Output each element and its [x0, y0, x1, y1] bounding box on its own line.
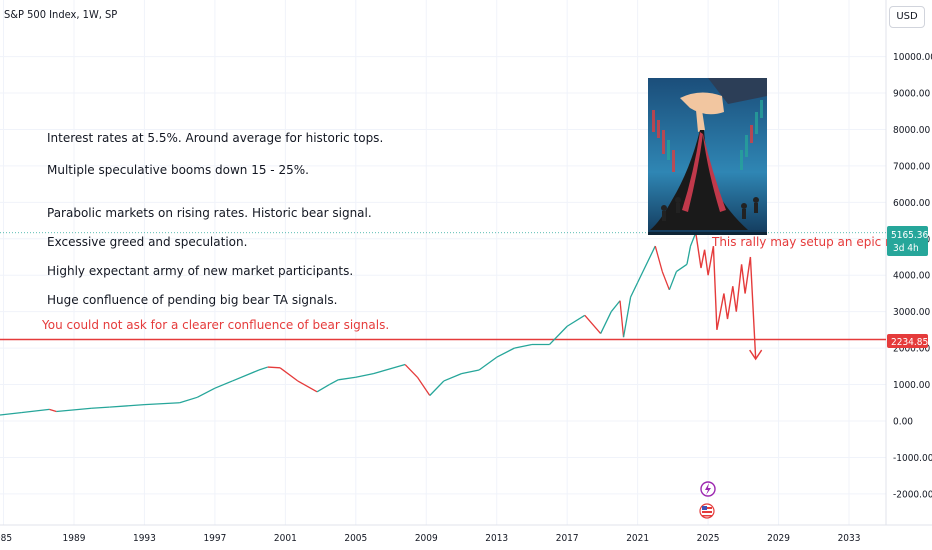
- price-series: [0, 232, 757, 416]
- currency-button[interactable]: USD: [889, 6, 925, 28]
- price-segment: [676, 263, 688, 273]
- price-segment: [514, 343, 533, 349]
- price-segment: [630, 282, 639, 298]
- price-segment: [416, 376, 431, 396]
- price-tick-label: 9000.00: [893, 89, 930, 100]
- price-segment: [355, 372, 374, 378]
- price-segment: [267, 366, 281, 369]
- price-segment: [91, 406, 110, 409]
- price-segment: [21, 408, 50, 414]
- price-segment: [686, 245, 692, 265]
- price-tick-label: 8000.00: [893, 125, 930, 136]
- price-segment: [214, 380, 233, 389]
- price-tick-label: 6000.00: [893, 198, 930, 209]
- price-segment: [689, 232, 697, 247]
- rally-note: This rally may setup an epic rug p: [711, 235, 917, 249]
- price-segment: [196, 387, 216, 398]
- price-tick-label: 10000.00: [893, 52, 932, 63]
- price-segment: [279, 367, 299, 382]
- price-tick-label: 1000.00: [893, 380, 930, 391]
- price-tick-label: 4000.00: [893, 271, 930, 282]
- time-tick-label: 2005: [344, 533, 367, 544]
- note-conclusion: You could not ask for a clearer confluen…: [41, 318, 389, 332]
- price-tick-label: -2000.00: [893, 489, 932, 500]
- price-segment: [637, 245, 656, 283]
- bear-case-notes[interactable]: Interest rates at 5.5%. Around average f…: [41, 131, 389, 332]
- price-segment: [49, 408, 57, 413]
- price-segment: [329, 379, 339, 386]
- price-tick-label: 2000.00: [893, 344, 930, 355]
- note-interest-rates: Interest rates at 5.5%. Around average f…: [47, 131, 383, 145]
- time-tick-label: 1993: [133, 533, 156, 544]
- price-segment: [654, 245, 663, 272]
- price-segment: [461, 369, 480, 375]
- price-segment: [600, 311, 612, 334]
- price-segment: [429, 380, 445, 396]
- support-price-label: 2234.85: [891, 337, 928, 348]
- price-segment: [316, 384, 330, 393]
- price-segment: [496, 347, 515, 358]
- time-tick-label: 2021: [626, 533, 649, 544]
- price-segment: [478, 356, 498, 371]
- price-tick-label: 3000.00: [893, 307, 930, 318]
- time-tick-label: 2025: [697, 533, 720, 544]
- price-segment: [661, 271, 670, 291]
- price-segment: [373, 363, 406, 375]
- price-segment: [404, 364, 418, 378]
- note-speculative-booms: Multiple speculative booms down 15 - 25%…: [47, 163, 309, 177]
- price-segment: [144, 402, 180, 406]
- price-segment: [258, 366, 268, 371]
- support-price-badge: 2234.85: [887, 334, 928, 348]
- time-tick-label: 2001: [274, 533, 297, 544]
- price-tick-label: -1000.00: [893, 453, 932, 464]
- price-tick-label: 7000.00: [893, 161, 930, 172]
- time-tick-label: 2033: [838, 533, 861, 544]
- last-price-label: 5165.36: [891, 230, 928, 241]
- price-segment: [443, 373, 462, 382]
- time-axis[interactable]: 985 1989 1993 1997 2001 2005 2009 2013 2017 2021 2…: [0, 533, 860, 544]
- note-excessive-greed: Excessive greed and speculation.: [47, 235, 247, 249]
- time-tick-label: 2029: [767, 533, 790, 544]
- price-segment: [622, 296, 632, 338]
- price-segment: [232, 369, 260, 382]
- time-tick-label: 1989: [63, 533, 86, 544]
- price-segment: [619, 300, 625, 338]
- note-parabolic-markets: Parabolic markets on rising rates. Histo…: [47, 206, 372, 220]
- projected-crash-path: [695, 232, 757, 360]
- down-arrow-icon: [749, 349, 763, 361]
- price-segment: [338, 376, 356, 381]
- earnings-event-icon[interactable]: [700, 481, 716, 497]
- price-axis[interactable]: 10000.009000.008000.007000.006000.005000…: [893, 52, 932, 500]
- hand-pulling-rug-illustration: [648, 78, 767, 235]
- price-segment: [179, 396, 198, 404]
- price-segment: [56, 407, 92, 413]
- time-tick-label: 2013: [485, 533, 508, 544]
- price-segment: [668, 271, 677, 291]
- chart-title: S&P 500 Index, 1W, SP: [4, 8, 117, 21]
- note-ta-signals: Huge confluence of pending big bear TA s…: [47, 293, 337, 307]
- time-tick-label: 2017: [556, 533, 579, 544]
- last-price-badge: 5165.36 3d 4h: [887, 226, 928, 256]
- price-segment: [0, 411, 22, 416]
- price-segment: [566, 314, 586, 327]
- time-tick-label: 985: [0, 533, 12, 544]
- price-segment: [610, 300, 621, 313]
- note-new-participants: Highly expectant army of new market part…: [47, 264, 353, 278]
- price-segment: [297, 380, 318, 393]
- time-tick-label: 2009: [415, 533, 438, 544]
- chart-grid: [0, 0, 886, 525]
- countdown-label: 3d 4h: [893, 243, 919, 254]
- price-segment: [584, 314, 602, 334]
- price-tick-label: 0.00: [893, 417, 913, 428]
- us-flag-event-icon[interactable]: [699, 503, 715, 519]
- price-segment: [109, 403, 145, 408]
- price-segment: [549, 325, 568, 345]
- time-tick-label: 1997: [203, 533, 226, 544]
